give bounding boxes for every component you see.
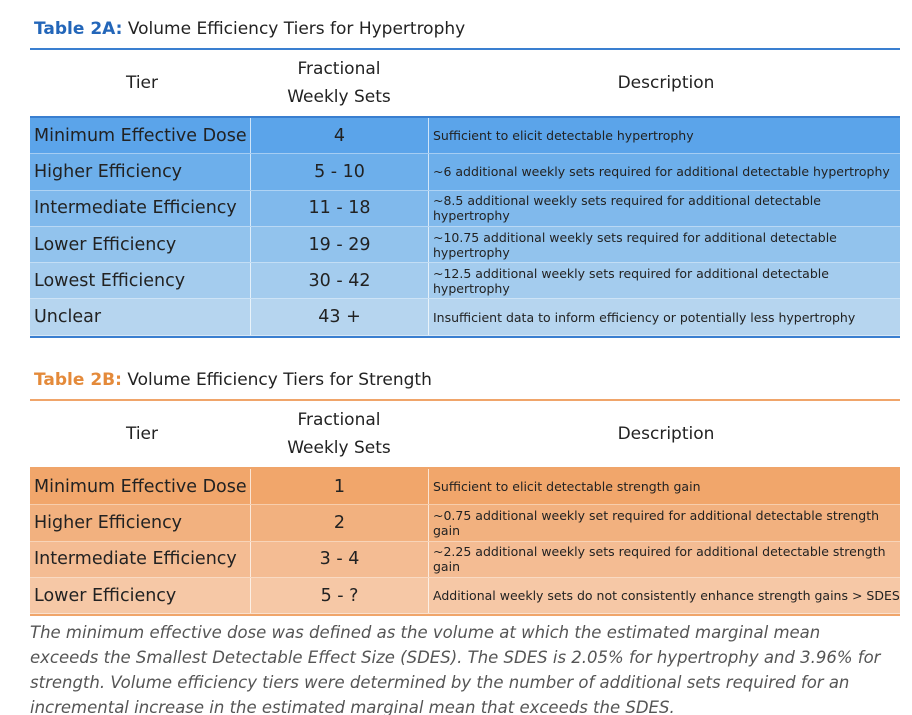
- table-label: Table 2A:: [34, 19, 123, 39]
- table-cell: 5 - ?: [250, 577, 428, 614]
- table-cell: Lower Efficiency: [34, 234, 177, 255]
- table-cell: Minimum Effective Dose: [34, 125, 247, 146]
- table-cell: Intermediate Efficiency: [34, 198, 237, 219]
- footnote: The minimum effective dose was defined a…: [30, 623, 881, 715]
- table-title-text: Volume Efficiency Tiers for Strength: [127, 370, 432, 390]
- table-title: Table 2A: Volume Efficiency Tiers for Hy…: [30, 20, 900, 38]
- table-row: Minimum Effective Dose 4 Sufficient to eli…: [30, 118, 900, 155]
- title-rule: [30, 399, 900, 401]
- table-cell: 3 - 4: [250, 541, 428, 577]
- table-cell: 4: [250, 118, 428, 154]
- header-cell: Description: [617, 424, 715, 444]
- table-cell: 11 - 18: [250, 190, 428, 226]
- title-rule: [30, 48, 900, 50]
- table-cell: ~12.5 additional weekly sets required fo…: [428, 263, 900, 299]
- table-row: Lowest Efficiency 30 - 42 ~12.5 additional…: [30, 263, 900, 300]
- table-cell: Lowest Efficiency: [34, 270, 186, 291]
- table-block: Table 2A: Volume Efficiency Tiers for Hy…: [30, 20, 900, 338]
- table-row: Minimum Effective Dose 1 Sufficient to eli…: [30, 469, 900, 506]
- table-body: Minimum Effective Dose 4 Sufficient to eli…: [30, 116, 900, 338]
- table-row: Unclear 43 + Insufficient data to inform e…: [30, 299, 900, 336]
- table-row: Intermediate Efficiency 11 - 18 ~8.5 addit…: [30, 190, 900, 227]
- table-cell: ~8.5 additional weekly sets required for…: [428, 190, 900, 226]
- table-title: Table 2B: Volume Efficiency Tiers for St…: [30, 371, 900, 389]
- table-cell: 1: [250, 469, 428, 505]
- table-row: Higher Efficiency 2 ~0.75 additional weekl…: [30, 505, 900, 542]
- table-label: Table 2B:: [34, 370, 122, 390]
- table-cell: Higher Efficiency: [34, 512, 183, 533]
- table-row: Lower Efficiency 5 - ? Additional weekly s…: [30, 577, 900, 615]
- table-cell: 30 - 42: [250, 263, 428, 299]
- table-cell: Intermediate Efficiency: [34, 549, 237, 570]
- table-cell: ~6 additional weekly sets required for a…: [428, 154, 900, 190]
- table-row: Higher Efficiency 5 - 10 ~6 additional wee…: [30, 154, 900, 191]
- header-cell: Tier: [125, 424, 159, 444]
- header-row: Tier Fractional Weekly Sets Description: [30, 50, 900, 116]
- table-cell: ~2.25 additional weekly sets required fo…: [428, 541, 900, 577]
- table-row: Intermediate Efficiency 3 - 4 ~2.25 additi…: [30, 541, 900, 578]
- header-cell: Fractional Weekly Sets: [287, 59, 391, 107]
- header-row: Tier Fractional Weekly Sets Description: [30, 401, 900, 467]
- table-cell: 2: [250, 505, 428, 541]
- table-cell: Lower Efficiency: [34, 585, 177, 606]
- header-cell: Tier: [125, 73, 159, 93]
- table-cell: Insufficient data to inform efficiency o…: [428, 299, 900, 335]
- table-cell: Additional weekly sets do not consistent…: [428, 577, 900, 614]
- table-cell: ~10.75 additional weekly sets required f…: [428, 226, 900, 263]
- table-block: Table 2B: Volume Efficiency Tiers for St…: [30, 371, 900, 617]
- table-body: Minimum Effective Dose 1 Sufficient to eli…: [30, 467, 900, 617]
- table-cell: Higher Efficiency: [34, 161, 183, 182]
- table-cell: 19 - 29: [250, 226, 428, 263]
- table-cell: 5 - 10: [250, 154, 428, 190]
- table-cell: ~0.75 additional weekly set required for…: [428, 505, 900, 541]
- table-cell: 43 +: [250, 299, 428, 335]
- table-cell: Minimum Effective Dose: [34, 476, 247, 497]
- header-cell: Fractional Weekly Sets: [287, 410, 391, 458]
- table-title-text: Volume Efficiency Tiers for Hypertrophy: [127, 19, 466, 39]
- table-row: Lower Efficiency 19 - 29 ~10.75 additional…: [30, 226, 900, 264]
- table-cell: Sufficient to elicit detectable strength…: [428, 469, 900, 505]
- table-cell: Unclear: [34, 307, 102, 328]
- table-cell: Sufficient to elicit detectable hypertro…: [428, 118, 900, 154]
- header-cell: Description: [617, 73, 715, 93]
